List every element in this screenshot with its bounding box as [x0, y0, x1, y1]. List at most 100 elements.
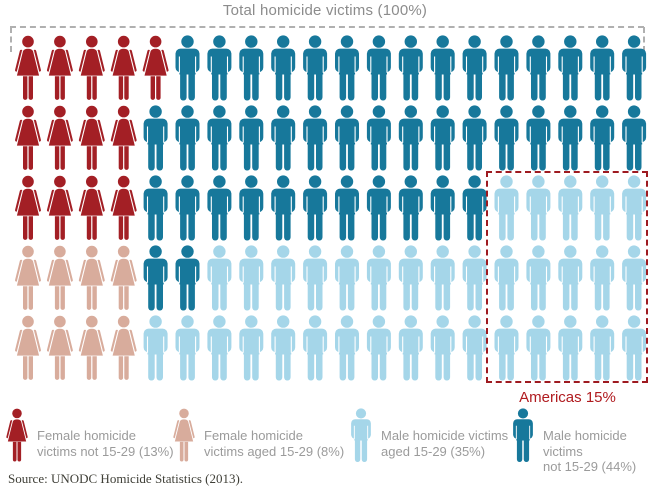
person-male-male_not_1529	[174, 175, 201, 242]
legend-label: Female homicide victims aged 15-29 (8%)	[204, 428, 344, 459]
person-male-male_not_1529	[430, 35, 456, 102]
legend-item-female-1529: Female homicide victims aged 15-29 (8%)	[170, 407, 344, 465]
male-icon	[509, 407, 537, 465]
person-male-male_not_1529	[238, 35, 264, 102]
americas-label: Americas 15%	[519, 389, 616, 406]
legend-label: Male homicide victims not 15-29 (44%)	[543, 428, 650, 475]
legend-label: Female homicide victims not 15-29 (13%)	[37, 428, 174, 459]
total-bracket-right-tick	[643, 27, 645, 52]
person-male-male_not_1529	[238, 105, 264, 172]
person-male-male_not_1529	[557, 105, 583, 172]
person-female-female_not_1529	[109, 105, 138, 171]
legend-label-line2: victims aged 15-29 (8%)	[204, 443, 345, 459]
person-male-male_not_1529	[174, 105, 201, 172]
person-male-male_1529	[302, 245, 328, 312]
person-male-male_1529	[334, 315, 360, 382]
person-female-female_not_1529	[109, 35, 138, 101]
person-male-male_not_1529	[143, 245, 169, 312]
person-female-female_not_1529	[77, 175, 106, 241]
person-male-male_not_1529	[206, 35, 232, 102]
legend-label-line2: victims not 15-29 (13%)	[37, 443, 174, 459]
person-female-female_1529	[77, 245, 106, 311]
person-male-male_1529	[398, 245, 424, 312]
person-male-male_not_1529	[462, 35, 488, 102]
legend-label-line1: Female homicide	[204, 428, 303, 443]
person-male-male_not_1529	[398, 175, 424, 242]
person-male-male_1529	[238, 245, 264, 312]
person-male-male_not_1529	[366, 35, 392, 102]
person-male-male_1529	[238, 315, 264, 382]
person-male-male_not_1529	[462, 105, 488, 172]
person-male-male_not_1529	[334, 175, 360, 242]
person-female-female_not_1529	[46, 105, 74, 171]
person-male-male_1529	[366, 245, 392, 312]
person-male-male_not_1529	[430, 105, 456, 172]
person-female-female_not_1529	[14, 35, 42, 101]
person-male-male_not_1529	[366, 105, 392, 172]
person-male-male_1529	[270, 315, 296, 382]
person-male-male_not_1529	[302, 175, 328, 242]
person-male-male_not_1529	[493, 105, 520, 172]
person-male-male_1529	[462, 245, 488, 312]
legend-label-line2: aged 15-29 (35%)	[381, 443, 486, 459]
female-icon	[170, 407, 198, 465]
legend-label: Male homicide victims aged 15-29 (35%)	[381, 428, 508, 459]
person-female-female_1529	[109, 315, 138, 381]
person-male-male_1529	[462, 315, 488, 382]
person-male-male_not_1529	[493, 35, 520, 102]
person-male-male_not_1529	[525, 105, 551, 172]
source-note: Source: UNODC Homicide Statistics (2013)…	[8, 471, 244, 486]
person-male-male_1529	[143, 315, 169, 382]
person-male-male_not_1529	[174, 35, 201, 102]
legend-item-male-1529: Male homicide victims aged 15-29 (35%)	[347, 407, 508, 465]
person-male-male_1529	[398, 315, 424, 382]
person-female-female_1529	[77, 315, 106, 381]
legend-item-female-not-1529: Female homicide victims not 15-29 (13%)	[3, 407, 174, 465]
male-icon	[347, 407, 375, 465]
person-male-male_not_1529	[398, 35, 424, 102]
person-female-female_1529	[14, 245, 42, 311]
person-male-male_not_1529	[589, 35, 615, 102]
person-male-male_not_1529	[398, 105, 424, 172]
person-male-male_1529	[270, 245, 296, 312]
person-male-male_not_1529	[206, 105, 232, 172]
person-male-male_not_1529	[143, 175, 169, 242]
female-icon	[3, 407, 31, 465]
person-male-male_not_1529	[366, 175, 392, 242]
person-male-male_1529	[366, 315, 392, 382]
legend-label-line1: Male homicide victims	[381, 428, 509, 443]
person-female-female_not_1529	[14, 175, 42, 241]
person-female-female_not_1529	[109, 175, 138, 241]
legend-item-male-not-1529: Male homicide victims not 15-29 (44%)	[509, 407, 650, 475]
person-male-male_1529	[206, 245, 232, 312]
person-male-male_1529	[302, 315, 328, 382]
person-male-male_not_1529	[143, 105, 169, 172]
person-female-female_not_1529	[14, 105, 42, 171]
legend-label-line1: Male homicide victims	[543, 428, 627, 459]
person-male-male_not_1529	[334, 35, 360, 102]
person-female-female_not_1529	[46, 175, 74, 241]
person-female-female_1529	[109, 245, 138, 311]
person-male-male_1529	[174, 315, 201, 382]
person-male-male_not_1529	[238, 175, 264, 242]
person-female-female_1529	[46, 315, 74, 381]
person-male-male_not_1529	[621, 35, 647, 102]
person-female-female_not_1529	[46, 35, 74, 101]
person-male-male_not_1529	[206, 175, 232, 242]
person-male-male_1529	[430, 245, 456, 312]
person-male-male_1529	[334, 245, 360, 312]
person-female-female_1529	[14, 315, 42, 381]
person-female-female_1529	[46, 245, 74, 311]
person-male-male_not_1529	[270, 105, 296, 172]
person-male-male_not_1529	[557, 35, 583, 102]
person-male-male_not_1529	[462, 175, 488, 242]
person-female-female_not_1529	[77, 105, 106, 171]
americas-region-box	[486, 171, 648, 383]
person-male-male_1529	[430, 315, 456, 382]
person-male-male_not_1529	[621, 105, 647, 172]
person-female-female_not_1529	[77, 35, 106, 101]
chart-title: Total homicide victims (100%)	[222, 2, 428, 19]
person-male-male_not_1529	[525, 35, 551, 102]
person-male-male_1529	[206, 315, 232, 382]
